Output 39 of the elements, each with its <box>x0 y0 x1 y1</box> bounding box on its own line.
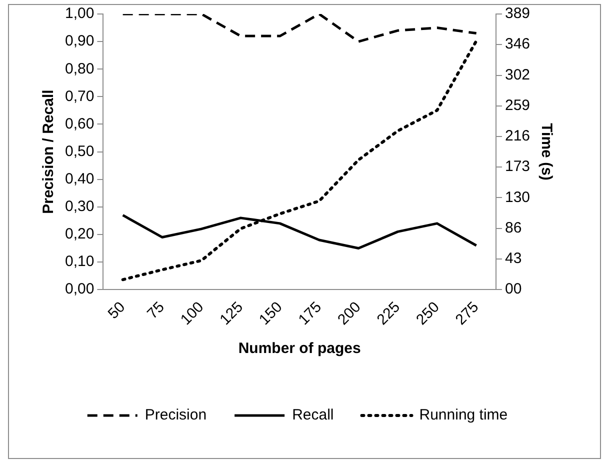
x-tick-label: 275 <box>452 298 482 328</box>
y2-tick-label: 302 <box>504 66 530 84</box>
y-axis-title: Precision / Recall <box>40 90 58 214</box>
x-tick-label: 100 <box>177 298 208 328</box>
legend-label: Precision <box>144 406 207 424</box>
line-series <box>122 14 478 43</box>
x-tick-label: 125 <box>216 298 246 328</box>
y-tick-label: 0,50 <box>64 142 94 160</box>
y-tick-label: 0,80 <box>64 60 94 78</box>
x-tick-label: 150 <box>256 298 286 328</box>
y2-tick-label: 216 <box>504 128 530 145</box>
y2-tick-label: 259 <box>504 97 530 114</box>
y-tick-label: 0,60 <box>64 115 94 132</box>
y2-tick-label: 130 <box>504 188 530 206</box>
y-tick-label: 0,00 <box>64 280 94 298</box>
x-tick-label: 75 <box>144 298 168 322</box>
line-series <box>121 39 478 282</box>
y2-tick-label: 86 <box>504 220 522 237</box>
y-tick-label: 0,90 <box>64 32 94 50</box>
x-tick-label: 250 <box>413 298 443 328</box>
y-tick-label: 0,70 <box>64 88 94 105</box>
y2-tick-label: 43 <box>504 250 522 268</box>
y2-axis-title: Time (s) <box>538 123 555 180</box>
y-tick-label: 0,30 <box>64 198 94 216</box>
y2-tick-label: 173 <box>504 158 530 176</box>
y2-tick-label: 00 <box>504 280 522 298</box>
y-tick-label: 0,20 <box>64 226 94 243</box>
x-tick-label: 225 <box>374 298 404 328</box>
x-tick-label: 175 <box>295 298 325 328</box>
y2-tick-label: 346 <box>504 36 530 53</box>
y2-tick-label: 389 <box>504 5 530 22</box>
y-tick-label: 0,40 <box>64 170 94 188</box>
legend-label: Running time <box>419 406 508 424</box>
x-tick-label: 200 <box>334 298 364 328</box>
x-axis-title: Number of pages <box>238 340 361 358</box>
y-tick-label: 1,00 <box>64 5 94 22</box>
legend-label: Recall <box>292 406 334 424</box>
x-tick-label: 50 <box>104 298 129 322</box>
y-tick-label: 0,10 <box>64 253 94 270</box>
